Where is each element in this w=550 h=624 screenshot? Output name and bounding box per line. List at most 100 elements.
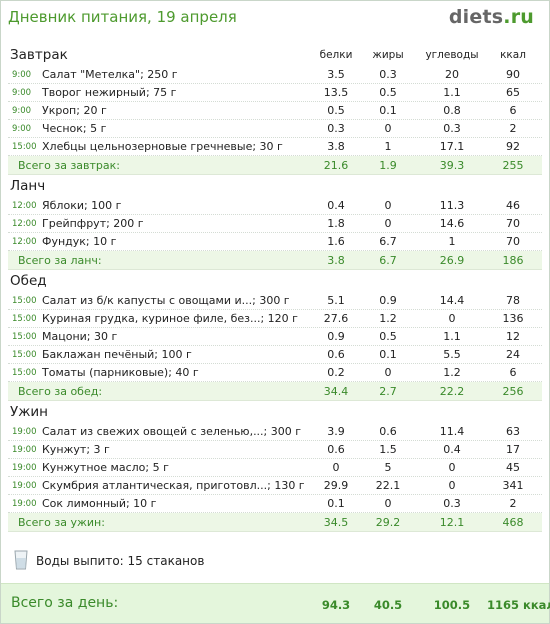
food-row[interactable]: 15:00 Томаты (парниковые); 40 г 0.2 0 1.2 6 [8, 364, 542, 382]
food-name[interactable]: Чеснок; 5 г [42, 122, 107, 135]
food-carbs: 1.1 [443, 330, 461, 343]
food-fats: 0 [384, 217, 392, 230]
food-row[interactable]: 9:00 Чеснок; 5 г 0.3 0 0.3 2 [8, 120, 542, 138]
food-name[interactable]: Хлебцы цельнозерновые гречневые; 30 г [42, 140, 283, 153]
food-carbs: 17.1 [439, 140, 465, 153]
food-proteins: 0.5 [327, 104, 345, 117]
food-carbs: 11.4 [439, 425, 465, 438]
food-carbs: 1.1 [443, 86, 461, 99]
food-time: 12:00 [12, 219, 37, 229]
food-proteins: 13.5 [323, 86, 349, 99]
food-name[interactable]: Куриная грудка, куриное филе, без...; 12… [42, 312, 298, 325]
food-name[interactable]: Сок лимонный; 10 г [42, 497, 157, 510]
day-total-carbs: 100.5 [433, 598, 471, 612]
food-kcal: 6 [509, 366, 517, 379]
food-kcal: 46 [506, 199, 520, 212]
food-row[interactable]: 15:00 Хлебцы цельнозерновые гречневые; 30… [8, 138, 542, 156]
food-proteins: 0.6 [327, 348, 345, 361]
food-row[interactable]: 19:00 Салат из свежих овощей с зеленью,..… [8, 423, 542, 441]
food-fats: 0.5 [379, 330, 397, 343]
food-fats: 0.9 [379, 294, 397, 307]
food-row[interactable]: 19:00 Кунжут; 3 г 0.6 1.5 0.4 17 [8, 441, 542, 459]
food-time: 19:00 [12, 481, 37, 491]
food-carbs: 0.8 [443, 104, 461, 117]
meal-total-label: Всего за обед: [18, 385, 103, 398]
food-kcal: 45 [506, 461, 520, 474]
food-carbs: 1 [448, 235, 456, 248]
food-name[interactable]: Творог нежирный; 75 г [42, 86, 177, 99]
food-time: 9:00 [12, 106, 32, 116]
food-kcal: 92 [506, 140, 520, 153]
food-proteins: 0.4 [327, 199, 345, 212]
food-carbs: 0 [448, 461, 456, 474]
food-row[interactable]: 15:00 Куриная грудка, куриное филе, без..… [8, 310, 542, 328]
food-proteins: 1.8 [327, 217, 345, 230]
food-name[interactable]: Кунжутное масло; 5 г [42, 461, 169, 474]
food-row[interactable]: 12:00 Яблоки; 100 г 0.4 0 11.3 46 [8, 197, 542, 215]
food-proteins: 3.5 [327, 68, 345, 81]
food-row[interactable]: 12:00 Грейпфрут; 200 г 1.8 0 14.6 70 [8, 215, 542, 233]
meal-total-fats: 1.9 [379, 159, 397, 172]
meal-name: Завтрак [10, 47, 68, 63]
food-row[interactable]: 19:00 Скумбрия атлантическая, приготовл..… [8, 477, 542, 495]
food-time: 19:00 [12, 445, 37, 455]
food-kcal: 63 [506, 425, 520, 438]
meal-total-carbs: 26.9 [439, 254, 465, 267]
food-name[interactable]: Скумбрия атлантическая, приготовл...; 13… [42, 479, 305, 492]
food-row[interactable]: 15:00 Баклажан печёный; 100 г 0.6 0.1 5.5 24 [8, 346, 542, 364]
food-proteins: 0.6 [327, 443, 345, 456]
food-row[interactable]: 9:00 Салат "Метелка"; 250 г 3.5 0.3 20 90 [8, 66, 542, 84]
food-row[interactable]: 15:00 Мацони; 30 г 0.9 0.5 1.1 12 [8, 328, 542, 346]
food-name[interactable]: Мацони; 30 г [42, 330, 118, 343]
food-fats: 0.3 [379, 68, 397, 81]
day-total-kcal: 1165 ккал [487, 598, 550, 612]
page-title: Дневник питания, 19 апреля [8, 8, 237, 26]
food-kcal: 24 [506, 348, 520, 361]
meal-total-carbs: 22.2 [439, 385, 465, 398]
site-logo[interactable]: diets.ru [449, 6, 534, 28]
food-carbs: 5.5 [443, 348, 461, 361]
food-name[interactable]: Фундук; 10 г [42, 235, 117, 248]
food-name[interactable]: Салат из б/к капусты с овощами и...; 300… [42, 294, 290, 307]
food-kcal: 70 [506, 235, 520, 248]
food-kcal: 17 [506, 443, 520, 456]
food-time: 15:00 [12, 332, 37, 342]
food-row[interactable]: 9:00 Творог нежирный; 75 г 13.5 0.5 1.1 65 [8, 84, 542, 102]
column-header-carbs: углеводы [425, 49, 479, 61]
food-name[interactable]: Салат из свежих овощей с зеленью,...; 30… [42, 425, 302, 438]
food-name[interactable]: Укроп; 20 г [42, 104, 107, 117]
food-row[interactable]: 9:00 Укроп; 20 г 0.5 0.1 0.8 6 [8, 102, 542, 120]
food-row[interactable]: 19:00 Сок лимонный; 10 г 0.1 0 0.3 2 [8, 495, 542, 513]
food-carbs: 0 [448, 479, 456, 492]
food-fats: 1.2 [379, 312, 397, 325]
meal-total-proteins: 3.8 [327, 254, 345, 267]
food-time: 19:00 [12, 463, 37, 473]
column-header-fats: жиры [372, 49, 404, 61]
food-time: 15:00 [12, 296, 37, 306]
food-name[interactable]: Яблоки; 100 г [42, 199, 122, 212]
food-name[interactable]: Грейпфрут; 200 г [42, 217, 144, 230]
food-kcal: 136 [502, 312, 524, 325]
water-counter: Воды выпито: 15 стаканов [36, 554, 205, 568]
food-proteins: 3.9 [327, 425, 345, 438]
food-row[interactable]: 19:00 Кунжутное масло; 5 г 0 5 0 45 [8, 459, 542, 477]
food-name[interactable]: Кунжут; 3 г [42, 443, 110, 456]
food-carbs: 0 [448, 312, 456, 325]
header: Дневник питания, 19 апреля diets.ru [8, 6, 542, 32]
food-fats: 5 [384, 461, 392, 474]
food-kcal: 70 [506, 217, 520, 230]
food-name[interactable]: Баклажан печёный; 100 г [42, 348, 192, 361]
meal-total-kcal: 468 [502, 516, 524, 529]
food-kcal: 6 [509, 104, 517, 117]
food-row[interactable]: 15:00 Салат из б/к капусты с овощами и...… [8, 292, 542, 310]
food-row[interactable]: 12:00 Фундук; 10 г 1.6 6.7 1 70 [8, 233, 542, 251]
meal-total-row: Всего за ужин: 34.5 29.2 12.1 468 [8, 513, 542, 532]
food-fats: 0 [384, 366, 392, 379]
logo-main-text: diets [448, 6, 504, 28]
meal-header: Ланч [8, 175, 542, 197]
food-kcal: 2 [509, 122, 517, 135]
food-kcal: 78 [506, 294, 520, 307]
food-kcal: 12 [506, 330, 520, 343]
food-name[interactable]: Томаты (парниковые); 40 г [42, 366, 199, 379]
food-name[interactable]: Салат "Метелка"; 250 г [42, 68, 178, 81]
